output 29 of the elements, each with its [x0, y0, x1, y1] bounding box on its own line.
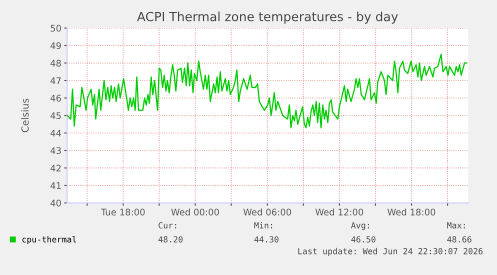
text: Last update: Wed Jun 24 22:30:07 2026: [298, 248, 483, 256]
y-axis-title: Celsius: [21, 98, 29, 132]
x-tick-label: Wed 06:00: [243, 208, 292, 216]
x-tick-label: Wed 18:00: [388, 208, 436, 216]
text: 44.30: [254, 236, 279, 243]
text: Max:: [447, 222, 465, 228]
y-tick-label: 40: [50, 200, 61, 207]
y-tick-label: 50: [50, 24, 61, 32]
y-tick-label: 45: [50, 112, 61, 120]
x-tick-label: Wed 12:00: [315, 208, 364, 216]
text: Cur:: [158, 222, 176, 228]
text: 46.50: [351, 236, 376, 243]
y-tick-label: 41: [50, 182, 61, 189]
x-tick-label: Tue 18:00: [100, 208, 145, 216]
text: 48.20: [158, 236, 183, 243]
chart-title: ACPI Thermal zone temperatures - by day: [137, 12, 398, 24]
text: Min:: [254, 222, 272, 228]
y-tick-label: 42: [50, 164, 61, 172]
y-tick-label: 48: [50, 60, 61, 67]
x-tick-label: Wed 00:00: [171, 208, 219, 216]
text: Avg:: [351, 222, 369, 230]
y-tick-label: 49: [50, 42, 61, 50]
y-tick-label: 43: [50, 147, 61, 154]
text: 48.66: [447, 236, 472, 243]
y-tick-label: 46: [50, 94, 61, 102]
legend-label: cpu-thermal: [22, 236, 76, 244]
line-series: [67, 54, 467, 128]
y-tick-label: 47: [50, 77, 61, 84]
y-tick-label: 44: [50, 130, 62, 136]
